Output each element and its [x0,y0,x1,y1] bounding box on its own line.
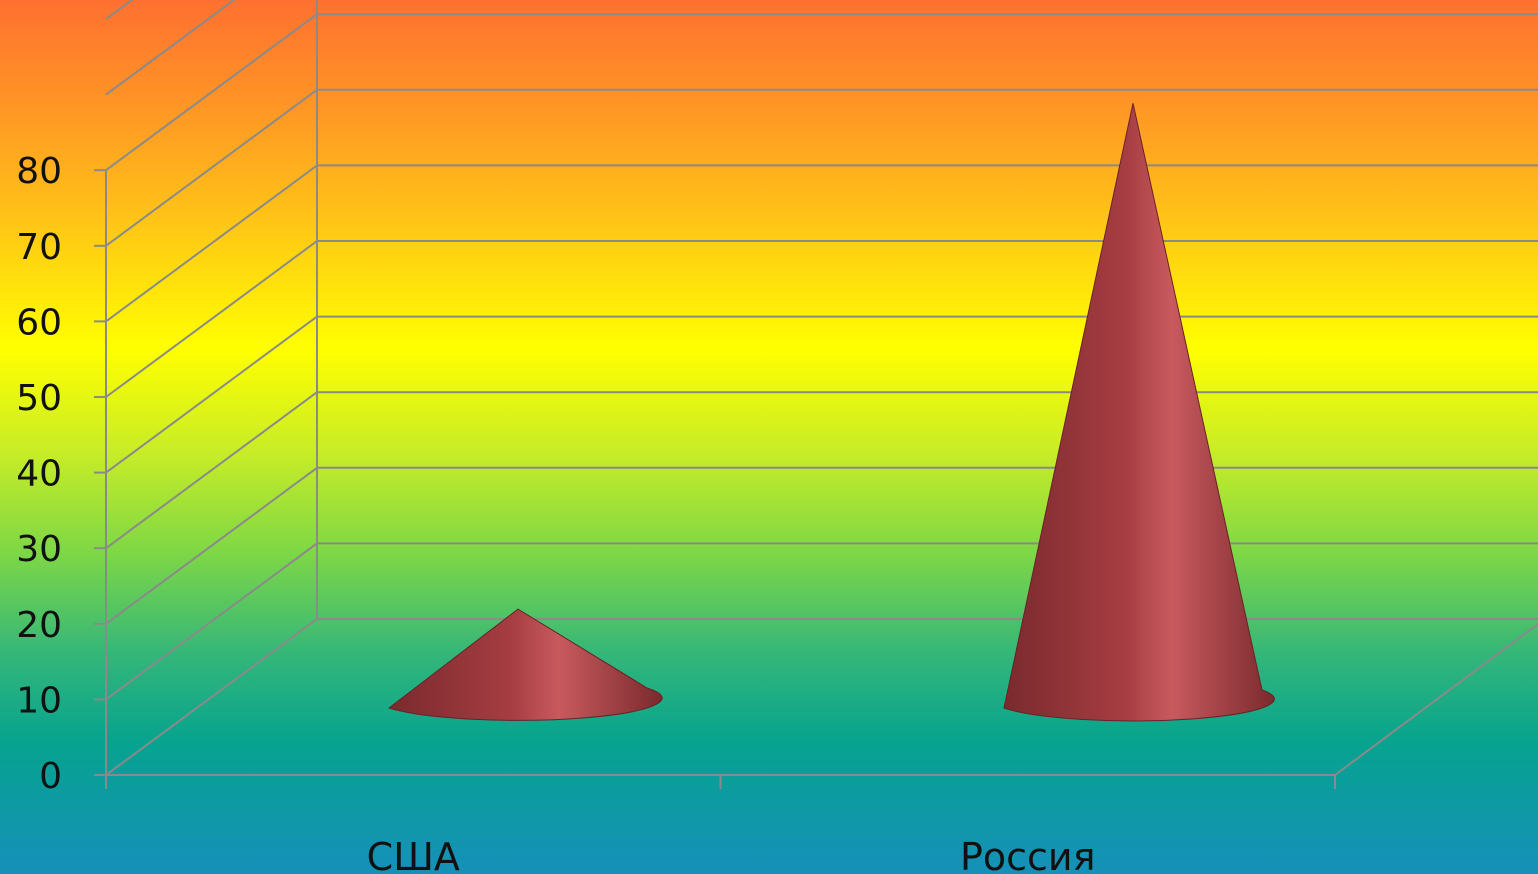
bar-cone-body [1003,103,1275,722]
floor-right-edge [1334,623,1538,776]
y-tick-label: 50 [16,378,62,419]
y-tick-label: 0 [39,756,62,797]
gridline-side-80 [105,13,318,172]
x-tick-label: Россия [960,835,1096,874]
gridline-side-30 [105,391,318,550]
y-tick-label: 70 [16,227,62,268]
y-tick-label: 20 [16,605,62,646]
y-tick-label: 60 [16,302,62,343]
cone-bars [387,103,1275,722]
axes [94,169,1538,789]
gridline-side-40 [105,315,318,474]
bar-cone-body [387,608,663,721]
gridline-side-90 [105,0,236,96]
y-tick-label: 40 [16,454,62,495]
bar-cone-0 [387,608,663,721]
gridlines [105,0,1538,776]
y-tick-label: 80 [16,151,62,192]
y-tick-label: 10 [16,680,62,721]
x-tick-label: США [367,835,460,874]
bar-cone-1 [1003,103,1275,722]
gridline-side-70 [105,88,318,247]
axis-labels: 0 10 20 30 40 50 60 70 80 США Россия [16,151,1095,874]
gridline-side-0 [105,618,318,776]
gridline-side-50 [105,240,318,398]
y-tick-label: 30 [16,529,62,570]
gridline-side-20 [105,466,318,625]
gridline-side-10 [105,542,318,701]
gridline-side-60 [105,164,318,323]
